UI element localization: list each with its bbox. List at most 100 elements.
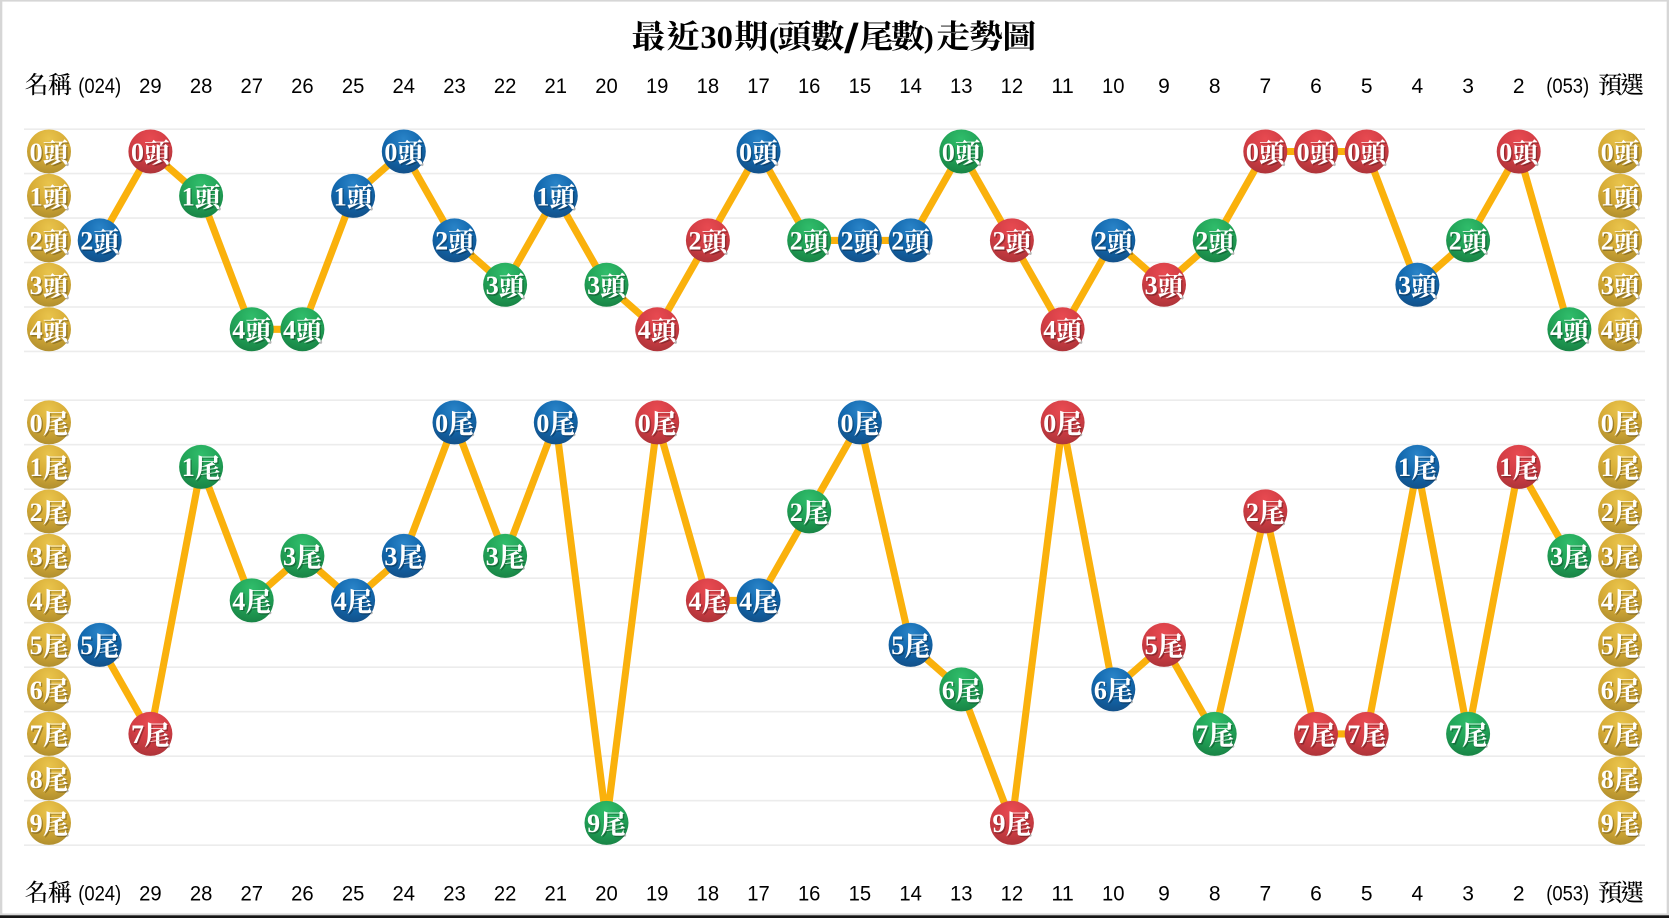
svg-text:7: 7 (1298, 722, 1311, 751)
svg-text:21: 21 (545, 75, 568, 98)
svg-text:0: 0 (31, 410, 44, 439)
svg-text:4: 4 (234, 588, 247, 617)
svg-text:0: 0 (1297, 138, 1310, 167)
svg-text:27: 27 (240, 75, 263, 98)
svg-text:2: 2 (30, 227, 43, 256)
svg-text:7: 7 (131, 720, 144, 749)
svg-text:3: 3 (1601, 271, 1614, 300)
svg-text:0: 0 (1043, 409, 1056, 438)
svg-text:2: 2 (790, 227, 803, 256)
svg-text:5: 5 (30, 631, 43, 660)
svg-text:6: 6 (1310, 75, 1322, 98)
svg-text:4: 4 (638, 316, 651, 345)
svg-text:1: 1 (335, 184, 348, 213)
svg-text:1: 1 (31, 455, 44, 484)
svg-text:2: 2 (790, 498, 803, 527)
svg-text:2: 2 (1602, 228, 1615, 257)
svg-text:9: 9 (1158, 75, 1170, 98)
svg-text:0: 0 (741, 139, 754, 168)
svg-text:8: 8 (30, 765, 43, 794)
svg-text:2: 2 (1602, 499, 1615, 528)
svg-text:3: 3 (1602, 544, 1615, 573)
svg-text:29: 29 (139, 75, 162, 98)
svg-text:6: 6 (1310, 883, 1322, 906)
svg-text:5: 5 (1361, 75, 1373, 98)
svg-text:3: 3 (1602, 273, 1615, 302)
svg-text:23: 23 (443, 883, 466, 906)
svg-text:1: 1 (30, 453, 43, 482)
svg-text:5: 5 (1146, 633, 1159, 662)
svg-text:26: 26 (291, 883, 314, 906)
svg-text:6: 6 (1094, 676, 1107, 705)
svg-text:9: 9 (31, 811, 44, 840)
svg-text:7: 7 (30, 720, 43, 749)
svg-text:1: 1 (1602, 184, 1615, 213)
svg-text:11: 11 (1051, 883, 1074, 906)
svg-text:5: 5 (1602, 633, 1615, 662)
svg-text:4: 4 (30, 316, 43, 345)
svg-text:1: 1 (31, 184, 44, 213)
svg-text:4: 4 (31, 317, 44, 346)
svg-text:3: 3 (487, 544, 500, 573)
svg-text:0: 0 (1601, 409, 1614, 438)
svg-text:20: 20 (595, 75, 618, 98)
svg-text:7: 7 (31, 722, 44, 751)
svg-text:1: 1 (334, 182, 347, 211)
svg-text:24: 24 (393, 883, 416, 906)
svg-text:9: 9 (30, 809, 43, 838)
svg-text:4: 4 (1412, 883, 1424, 906)
svg-text:3: 3 (30, 542, 43, 571)
svg-text:3: 3 (1551, 544, 1564, 573)
svg-text:9: 9 (587, 809, 600, 838)
svg-text:2: 2 (31, 499, 44, 528)
svg-text:4: 4 (232, 316, 245, 345)
svg-text:17: 17 (747, 883, 770, 906)
svg-text:6: 6 (943, 677, 956, 706)
svg-text:4: 4 (335, 588, 348, 617)
svg-text:(053): (053) (1546, 883, 1589, 906)
svg-text:4: 4 (1043, 316, 1056, 345)
svg-text:3: 3 (487, 273, 500, 302)
svg-text:6: 6 (1602, 677, 1615, 706)
svg-text:3: 3 (283, 542, 296, 571)
svg-text:7: 7 (1259, 883, 1271, 906)
svg-text:2: 2 (893, 228, 906, 257)
svg-text:8: 8 (1209, 883, 1221, 906)
svg-text:): ) (924, 21, 934, 54)
svg-text:1: 1 (1601, 453, 1614, 482)
svg-text:1: 1 (1399, 455, 1412, 484)
svg-text:0: 0 (384, 138, 397, 167)
svg-text:18: 18 (697, 75, 720, 98)
svg-text:4: 4 (1551, 317, 1564, 346)
svg-text:2: 2 (1513, 883, 1525, 906)
svg-text:22: 22 (494, 75, 517, 98)
svg-text:19: 19 (646, 883, 669, 906)
svg-text:7: 7 (1297, 720, 1310, 749)
svg-text:28: 28 (190, 883, 213, 906)
svg-text:13: 13 (950, 883, 973, 906)
svg-text:7: 7 (1601, 720, 1614, 749)
svg-text:0: 0 (842, 410, 855, 439)
svg-text:0: 0 (943, 139, 956, 168)
svg-text:4: 4 (234, 317, 247, 346)
svg-text:6: 6 (1095, 677, 1108, 706)
svg-text:1: 1 (1398, 453, 1411, 482)
svg-text:1: 1 (536, 182, 549, 211)
svg-text:2: 2 (1601, 498, 1614, 527)
svg-text:5: 5 (891, 631, 904, 660)
svg-text:5: 5 (31, 633, 44, 662)
svg-text:4: 4 (739, 587, 752, 616)
svg-text:2: 2 (842, 228, 855, 257)
svg-text:7: 7 (1259, 75, 1271, 98)
svg-text:2: 2 (1513, 75, 1525, 98)
svg-text:14: 14 (899, 883, 922, 906)
svg-text:2: 2 (1197, 228, 1210, 257)
svg-text:16: 16 (798, 75, 821, 98)
svg-text:6: 6 (30, 676, 43, 705)
svg-text:0: 0 (638, 409, 651, 438)
svg-text:5: 5 (1145, 631, 1158, 660)
svg-text:0: 0 (942, 138, 955, 167)
svg-text:1: 1 (538, 184, 551, 213)
svg-text:1: 1 (182, 453, 195, 482)
svg-text:3: 3 (384, 542, 397, 571)
